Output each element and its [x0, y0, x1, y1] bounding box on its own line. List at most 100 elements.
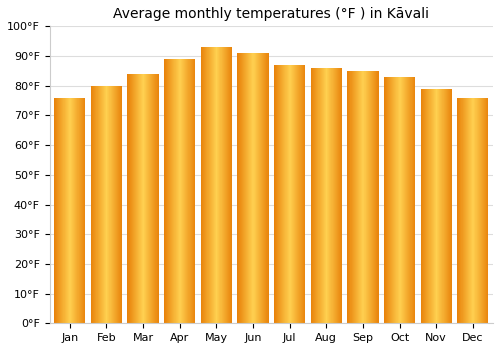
Bar — [361, 71, 362, 323]
Bar — [262, 53, 263, 323]
Bar — [169, 59, 170, 323]
Bar — [185, 59, 186, 323]
Bar — [69, 98, 70, 323]
Bar — [411, 77, 412, 323]
Bar — [422, 89, 424, 323]
Bar — [80, 98, 81, 323]
Bar — [211, 47, 212, 323]
Bar — [470, 98, 471, 323]
Bar — [463, 98, 464, 323]
Bar — [451, 89, 452, 323]
Bar — [182, 59, 183, 323]
Bar — [314, 68, 315, 323]
Bar — [72, 98, 73, 323]
Bar — [458, 98, 459, 323]
Bar — [242, 53, 243, 323]
Bar — [428, 89, 429, 323]
Bar — [254, 53, 255, 323]
Bar — [219, 47, 220, 323]
Bar — [315, 68, 316, 323]
Bar — [105, 86, 106, 323]
Bar — [135, 74, 136, 323]
Bar — [184, 59, 185, 323]
Bar — [176, 59, 177, 323]
Bar — [476, 98, 477, 323]
Bar — [352, 71, 353, 323]
Bar — [102, 86, 103, 323]
Bar — [435, 89, 436, 323]
Bar — [439, 89, 440, 323]
Bar — [139, 74, 140, 323]
Bar — [449, 89, 450, 323]
Bar — [424, 89, 425, 323]
Bar — [388, 77, 389, 323]
Bar — [410, 77, 411, 323]
Bar — [149, 74, 150, 323]
Bar — [331, 68, 332, 323]
Bar — [168, 59, 169, 323]
Bar — [246, 53, 248, 323]
Bar — [214, 47, 215, 323]
Bar — [357, 71, 358, 323]
Bar — [444, 89, 445, 323]
Bar — [316, 68, 317, 323]
Bar — [56, 98, 57, 323]
Bar — [216, 47, 217, 323]
Bar — [187, 59, 188, 323]
Bar — [326, 68, 327, 323]
Bar — [145, 74, 146, 323]
Bar — [295, 65, 296, 323]
Bar — [230, 47, 231, 323]
Bar — [167, 59, 168, 323]
Bar — [60, 98, 61, 323]
Bar — [173, 59, 174, 323]
Bar — [304, 65, 305, 323]
Bar — [323, 68, 324, 323]
Bar — [181, 59, 182, 323]
Bar — [83, 98, 84, 323]
Bar — [178, 59, 179, 323]
Bar — [294, 65, 295, 323]
Bar — [68, 98, 69, 323]
Bar — [277, 65, 278, 323]
Bar — [142, 74, 143, 323]
Bar — [427, 89, 428, 323]
Bar — [420, 89, 421, 323]
Bar — [298, 65, 299, 323]
Bar — [200, 47, 202, 323]
Bar — [260, 53, 261, 323]
Bar — [330, 68, 331, 323]
Bar — [240, 53, 241, 323]
Bar — [114, 86, 115, 323]
Bar — [370, 71, 371, 323]
Bar — [144, 74, 145, 323]
Bar — [276, 65, 277, 323]
Bar — [299, 65, 300, 323]
Bar — [180, 59, 181, 323]
Bar — [259, 53, 260, 323]
Bar — [404, 77, 405, 323]
Bar — [377, 71, 378, 323]
Bar — [291, 65, 292, 323]
Bar — [440, 89, 441, 323]
Bar — [287, 65, 288, 323]
Bar — [249, 53, 250, 323]
Bar — [443, 89, 444, 323]
Bar — [317, 68, 318, 323]
Bar — [121, 86, 122, 323]
Bar — [190, 59, 191, 323]
Bar — [366, 71, 367, 323]
Bar — [433, 89, 434, 323]
Bar — [351, 71, 352, 323]
Bar — [397, 77, 398, 323]
Bar — [310, 68, 311, 323]
Bar — [94, 86, 95, 323]
Bar — [252, 53, 253, 323]
Bar — [73, 98, 74, 323]
Bar — [406, 77, 407, 323]
Bar — [186, 59, 187, 323]
Bar — [188, 59, 189, 323]
Bar — [152, 74, 153, 323]
Bar — [390, 77, 391, 323]
Bar — [485, 98, 486, 323]
